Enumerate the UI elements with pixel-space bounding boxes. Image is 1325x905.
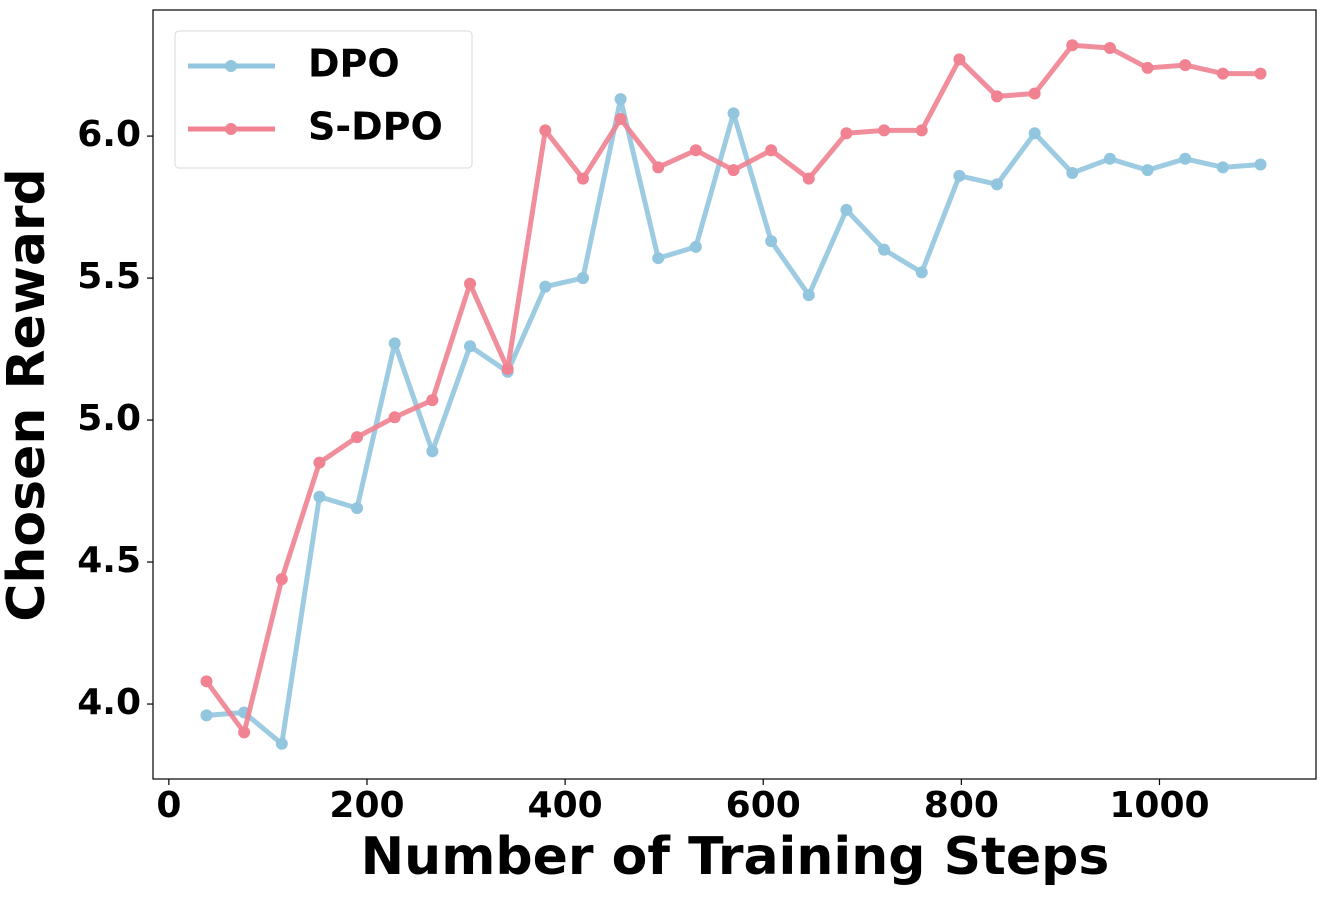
- data-point: [275, 737, 288, 750]
- data-point: [652, 252, 665, 265]
- data-point: [426, 445, 439, 458]
- data-point: [576, 272, 589, 285]
- legend-marker: [225, 123, 237, 135]
- x-tick-label: 400: [528, 785, 603, 826]
- data-point: [1216, 161, 1229, 174]
- data-point: [652, 161, 665, 174]
- data-point: [200, 675, 213, 688]
- data-point: [464, 277, 477, 290]
- x-axis-label: Number of Training Steps: [361, 827, 1110, 887]
- data-point: [1103, 152, 1116, 165]
- data-point: [689, 240, 702, 253]
- data-point: [1028, 87, 1041, 100]
- y-tick-label: 5.0: [77, 398, 141, 439]
- data-point: [576, 172, 589, 185]
- data-point: [765, 144, 778, 157]
- data-point: [840, 127, 853, 140]
- data-point: [953, 169, 966, 182]
- data-point: [915, 266, 928, 279]
- data-point: [464, 340, 477, 353]
- data-point: [878, 243, 891, 256]
- y-tick-label: 5.5: [77, 256, 141, 297]
- legend-label: S-DPO: [308, 105, 443, 149]
- data-point: [840, 203, 853, 216]
- x-tick-label: 1000: [1109, 785, 1209, 826]
- plot-frame: [152, 9, 1317, 780]
- data-point: [1103, 42, 1116, 55]
- data-point: [1179, 59, 1192, 72]
- data-point: [351, 431, 364, 444]
- x-tick-label: 200: [329, 785, 404, 826]
- data-point: [689, 144, 702, 157]
- data-point: [426, 394, 439, 407]
- data-point: [991, 90, 1004, 103]
- data-point: [539, 280, 552, 293]
- x-tick-label: 600: [726, 785, 801, 826]
- legend-label: DPO: [308, 42, 400, 86]
- data-point: [388, 411, 401, 424]
- series-line: [206, 96, 1261, 747]
- data-point: [238, 726, 251, 739]
- data-point: [614, 93, 627, 106]
- data-point: [388, 337, 401, 350]
- data-point: [1254, 158, 1267, 171]
- y-tick-label: 4.5: [77, 540, 141, 581]
- data-point: [727, 107, 740, 120]
- data-point: [765, 235, 778, 248]
- y-tick-label: 4.0: [77, 682, 141, 723]
- data-point: [878, 124, 891, 137]
- data-point: [1066, 167, 1079, 180]
- data-point: [802, 172, 815, 185]
- data-point: [351, 502, 364, 515]
- data-point: [1141, 61, 1154, 74]
- data-point: [1254, 67, 1267, 80]
- data-point: [1141, 164, 1154, 177]
- data-point: [1216, 67, 1229, 80]
- data-point: [727, 164, 740, 177]
- data-point: [614, 113, 627, 126]
- data-point: [953, 53, 966, 66]
- data-point: [539, 124, 552, 137]
- x-tick-label: 800: [924, 785, 999, 826]
- data-point: [313, 490, 326, 503]
- data-point: [200, 709, 213, 722]
- legend: DPO S-DPO: [174, 30, 473, 169]
- data-point: [802, 289, 815, 302]
- data-point: [1028, 127, 1041, 140]
- y-axis-label: Chosen Reward: [0, 168, 57, 622]
- legend-marker: [225, 60, 237, 72]
- data-point: [1066, 39, 1079, 52]
- y-tick-label: 6.0: [77, 114, 141, 155]
- data-point: [991, 178, 1004, 191]
- data-point: [915, 124, 928, 137]
- data-point: [313, 456, 326, 469]
- data-point: [275, 573, 288, 586]
- x-tick-label: 0: [156, 785, 181, 826]
- data-point: [1179, 152, 1192, 165]
- data-point: [501, 362, 514, 375]
